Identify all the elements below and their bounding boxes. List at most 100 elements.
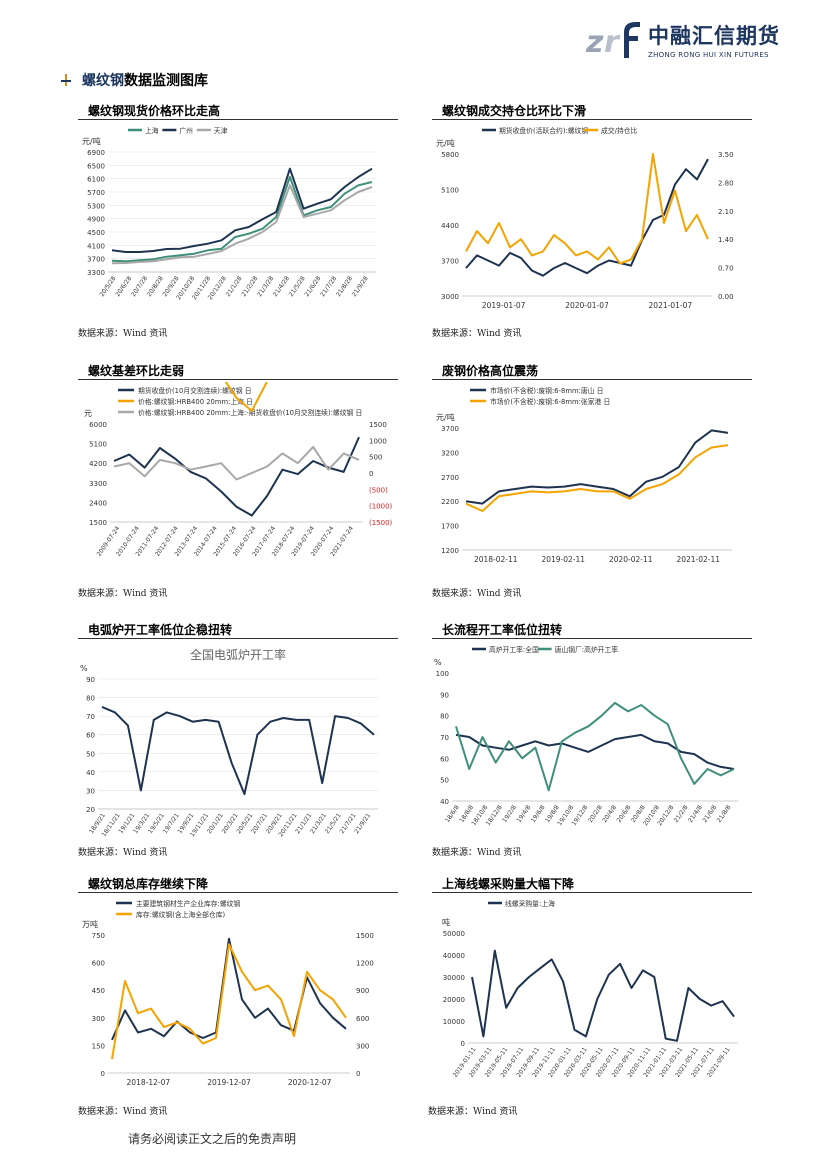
y2-tick-label: 2.80 [718,179,734,187]
legend-label: 成交/持仓比 [601,126,637,135]
y-tick-label: 50000 [443,930,465,938]
series-line [455,701,735,792]
y2-tick-label: (1500) [369,519,393,527]
svg-text:r: r [604,25,621,60]
series-line [465,158,709,277]
series-line [111,184,373,265]
legend-label: 天津 [214,127,228,135]
y-tick-label: 60 [440,755,449,763]
y2-tick-label: (500) [369,486,388,494]
x-tick-label: 2019-02-11 [541,555,585,564]
y-tick-label: 4200 [89,460,107,468]
section-title: 螺纹钢数据监测图库 [60,70,208,90]
panel-divider [78,638,398,639]
source-note: 数据来源：Wind 资讯 [432,848,522,858]
y-axis-label: 元 [84,409,92,418]
series-line [455,733,735,770]
y-tick-label: 60 [86,732,95,740]
series-line [465,444,729,512]
y2-tick-label: 0 [369,470,373,478]
y-tick-label: 50 [440,777,449,785]
y-tick-label: 0 [101,1070,105,1078]
series-line [101,705,375,796]
y2-tick-label: 1000 [369,437,387,445]
y2-tick-label: (1000) [369,503,393,511]
y2-tick-label: 500 [369,454,382,462]
legend-label: 主要建筑钢材生产企业库存:螺纹钢 [136,899,240,908]
y-axis-label: 元/吨 [436,138,455,148]
y-tick-label: 2400 [89,499,107,507]
y2-tick-label: 1500 [356,932,374,940]
legend-label: 高炉开工率:全国 [489,645,539,654]
x-tick-label: 2020-12-07 [288,1078,332,1087]
y-tick-label: 3300 [87,269,105,277]
panel-title: 废钢价格高位震荡 [442,364,539,378]
y-axis-label: % [80,664,88,673]
legend-label: 广州 [179,126,193,135]
y-axis-label: 元/吨 [436,412,455,422]
panel-divider [432,119,752,120]
panel-divider [78,892,398,893]
series-line [111,943,347,1060]
company-logo: z r 中融汇信期货 ZHONG RONG HUI XIN FUTURES [584,18,784,66]
y-tick-label: 3700 [441,425,459,433]
legend-label: 期货收盘价(活跃合约):螺纹钢 [499,126,588,135]
y-tick-label: 3300 [89,480,107,488]
y-tick-label: 5700 [87,189,105,197]
series-line [111,937,347,1041]
y-tick-label: 1500 [89,519,107,527]
legend-label: 市场价(不含税):废钢:6-8mm:唐山 日 [490,386,603,395]
section-title-rest: 数据监测图库 [124,73,208,89]
y-tick-label: 3700 [441,258,459,266]
panel-title: 螺纹钢现货价格环比走高 [88,104,221,118]
y-tick-label: 20 [86,806,95,814]
y-tick-label: 6900 [87,149,105,157]
legend-label: 线螺采购量:上海 [505,899,555,908]
series-line [111,176,373,263]
series-line [465,153,709,265]
legend-label: 价格:螺纹钢:HRB400 20mm:上海:-期货收盘价(10月交割连续):螺纹… [138,408,362,417]
y-tick-label: 20000 [443,996,465,1004]
section-keyword: 螺纹钢 [82,73,124,89]
x-tick-label: 2021-02-11 [676,555,720,564]
source-note: 数据来源：Wind 资讯 [78,589,168,599]
x-tick-label: 21/8/8 [716,804,733,824]
x-tick-label: 21/9/28 [351,275,370,298]
x-tick-label: 2018-02-11 [474,555,518,564]
y-tick-label: 3700 [87,256,105,264]
x-tick-label: 2020-01-07 [565,301,609,310]
source-note: 数据来源：Wind 资讯 [78,848,168,858]
logo-mark-icon: z r [585,22,640,60]
y-axis-label: 元/吨 [82,136,101,146]
y2-tick-label: 0.00 [718,293,734,301]
panel-divider [78,379,398,380]
legend-label: 价格:螺纹钢:HRB400 20mm:上海 日 [138,397,253,406]
panel-title: 螺纹基差环比走弱 [88,364,185,378]
panel-divider [432,892,752,893]
panel-title: 上海线螺采购量大幅下降 [442,877,575,891]
y-tick-label: 0 [461,1040,465,1048]
y2-tick-label: 1.40 [718,236,734,244]
source-note: 数据来源：Wind 资讯 [432,329,522,339]
y2-tick-label: 2.10 [718,208,734,216]
y-tick-label: 1200 [441,547,459,555]
y-tick-label: 6000 [89,421,107,429]
panel-title: 电弧炉开工率低位企稳扭转 [88,623,233,637]
source-note: 数据来源：Wind 资讯 [428,1107,518,1117]
y-tick-label: 90 [86,676,95,684]
y-tick-label: 4900 [87,216,105,224]
y-tick-label: 80 [440,713,449,721]
y-tick-label: 90 [440,691,449,699]
y-tick-label: 2200 [441,498,459,506]
panel-divider [432,638,752,639]
panel-title: 螺纹钢成交持仓比环比下滑 [442,104,587,118]
y-tick-label: 70 [440,734,449,742]
y-tick-label: 150 [92,1042,105,1050]
y2-tick-label: 0 [356,1070,360,1078]
chart-volume-oi-ratio: 元/吨 5800 5100 4400 3700 3000 3.50 2.80 2.10 1.40 0… [436,126,734,310]
chart-scrap-price: 元/吨 3700 3200 2700 2200 1700 1200 2018-02-11 201… [436,386,732,564]
series-line [113,445,360,481]
x-tick-label: 2018-12-07 [127,1078,171,1087]
y-tick-label: 40000 [443,952,465,960]
y-tick-label: 750 [92,932,105,940]
